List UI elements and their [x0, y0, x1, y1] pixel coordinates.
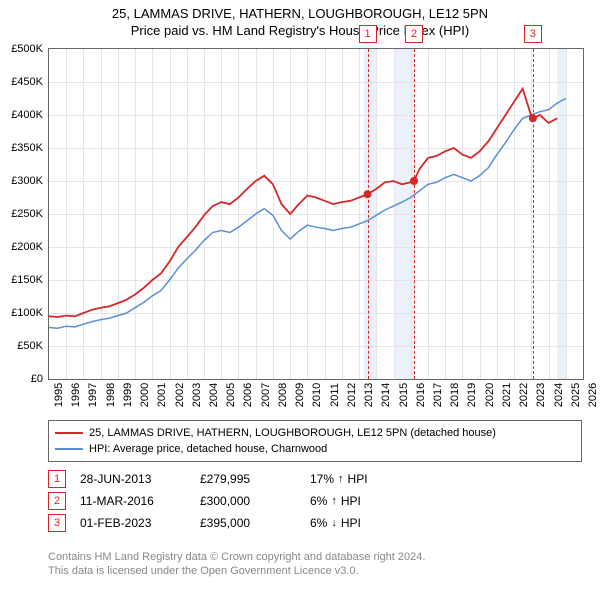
x-tick-label: 2015	[394, 383, 410, 407]
legend-item: HPI: Average price, detached house, Char…	[55, 441, 575, 457]
y-tick-label: £250K	[11, 208, 49, 220]
event-price: £395,000	[200, 516, 310, 530]
x-tick-label: 2021	[497, 383, 513, 407]
x-tick-label: 2011	[325, 383, 341, 407]
x-tick-label: 2020	[480, 383, 496, 407]
y-tick-label: £50K	[17, 340, 49, 352]
arrow-up-icon: ↑	[338, 473, 344, 485]
chart-plot-area: £0£50K£100K£150K£200K£250K£300K£350K£400…	[48, 48, 584, 380]
event-suffix: HPI	[341, 516, 361, 530]
table-row: 3 01-FEB-2023£395,0006% ↓ HPI	[48, 512, 430, 534]
x-tick-label: 2019	[462, 383, 478, 407]
series-marker	[364, 190, 372, 198]
series-marker	[529, 114, 537, 122]
event-marker-box: 3	[524, 25, 542, 43]
event-suffix: HPI	[341, 494, 361, 508]
table-row: 1 28-JUN-2013£279,99517% ↑ HPI	[48, 468, 430, 490]
event-number-box: 2	[48, 492, 66, 510]
x-tick-label: 2026	[583, 383, 599, 407]
x-tick-label: 1995	[49, 383, 65, 407]
x-tick-label: 1999	[118, 383, 134, 407]
event-pct: 6%	[310, 516, 327, 530]
event-pct: 17%	[310, 472, 334, 486]
x-tick-label: 1998	[101, 383, 117, 407]
x-tick-label: 1996	[66, 383, 82, 407]
series-marker	[410, 177, 418, 185]
arrow-down-icon: ↓	[331, 517, 337, 529]
legend-swatch	[55, 432, 83, 434]
chart-title-line2: Price paid vs. HM Land Registry's House …	[0, 23, 600, 38]
series-line	[49, 89, 557, 317]
event-date: 28-JUN-2013	[80, 472, 200, 486]
events-table: 1 28-JUN-2013£279,99517% ↑ HPI 2 11-MAR-2016£…	[48, 468, 430, 534]
x-tick-label: 2004	[204, 383, 220, 407]
event-marker-box: 2	[405, 25, 423, 43]
event-pct: 6%	[310, 494, 327, 508]
x-tick-label: 2007	[256, 383, 272, 407]
series-line	[49, 99, 566, 329]
event-number-box: 3	[48, 514, 66, 532]
event-number-box: 1	[48, 470, 66, 488]
y-tick-label: £0	[31, 373, 49, 385]
x-tick-label: 2000	[135, 383, 151, 407]
x-tick-label: 2003	[187, 383, 203, 407]
y-tick-label: £400K	[11, 109, 49, 121]
x-tick-label: 2017	[428, 383, 444, 407]
x-tick-label: 2002	[170, 383, 186, 407]
footer-line2: This data is licensed under the Open Gov…	[48, 564, 425, 578]
footer-line1: Contains HM Land Registry data © Crown c…	[48, 550, 425, 564]
y-tick-label: £200K	[11, 241, 49, 253]
chart-title-line1: 25, LAMMAS DRIVE, HATHERN, LOUGHBOROUGH,…	[0, 6, 600, 21]
legend-item: 25, LAMMAS DRIVE, HATHERN, LOUGHBOROUGH,…	[55, 425, 575, 441]
x-tick-label: 2001	[152, 383, 168, 407]
event-date: 11-MAR-2016	[80, 494, 200, 508]
x-tick-label: 2005	[221, 383, 237, 407]
event-marker-box: 1	[359, 25, 377, 43]
y-tick-label: £500K	[11, 43, 49, 55]
footer-attribution: Contains HM Land Registry data © Crown c…	[48, 550, 425, 578]
x-tick-label: 2008	[273, 383, 289, 407]
x-tick-label: 2023	[531, 383, 547, 407]
x-tick-label: 2010	[307, 383, 323, 407]
x-tick-label: 2025	[566, 383, 582, 407]
legend-swatch	[55, 448, 83, 450]
table-row: 2 11-MAR-2016£300,0006% ↑ HPI	[48, 490, 430, 512]
arrow-up-icon: ↑	[331, 495, 337, 507]
event-date: 01-FEB-2023	[80, 516, 200, 530]
y-tick-label: £450K	[11, 76, 49, 88]
x-tick-label: 2009	[290, 383, 306, 407]
x-tick-label: 2018	[445, 383, 461, 407]
event-hpi: 6% ↓ HPI	[310, 516, 430, 530]
legend-label: 25, LAMMAS DRIVE, HATHERN, LOUGHBOROUGH,…	[89, 425, 496, 441]
event-price: £300,000	[200, 494, 310, 508]
legend-label: HPI: Average price, detached house, Char…	[89, 441, 327, 457]
y-tick-label: £300K	[11, 175, 49, 187]
y-tick-label: £100K	[11, 307, 49, 319]
event-price: £279,995	[200, 472, 310, 486]
event-hpi: 6% ↑ HPI	[310, 494, 430, 508]
series-layer	[49, 49, 583, 379]
x-tick-label: 2013	[359, 383, 375, 407]
x-tick-label: 1997	[83, 383, 99, 407]
y-tick-label: £350K	[11, 142, 49, 154]
legend: 25, LAMMAS DRIVE, HATHERN, LOUGHBOROUGH,…	[48, 420, 582, 462]
x-tick-label: 2022	[514, 383, 530, 407]
x-tick-label: 2014	[376, 383, 392, 407]
x-tick-label: 2016	[411, 383, 427, 407]
event-hpi: 17% ↑ HPI	[310, 472, 430, 486]
event-suffix: HPI	[348, 472, 368, 486]
x-tick-label: 2006	[238, 383, 254, 407]
x-tick-label: 2024	[549, 383, 565, 407]
y-tick-label: £150K	[11, 274, 49, 286]
x-tick-label: 2012	[342, 383, 358, 407]
